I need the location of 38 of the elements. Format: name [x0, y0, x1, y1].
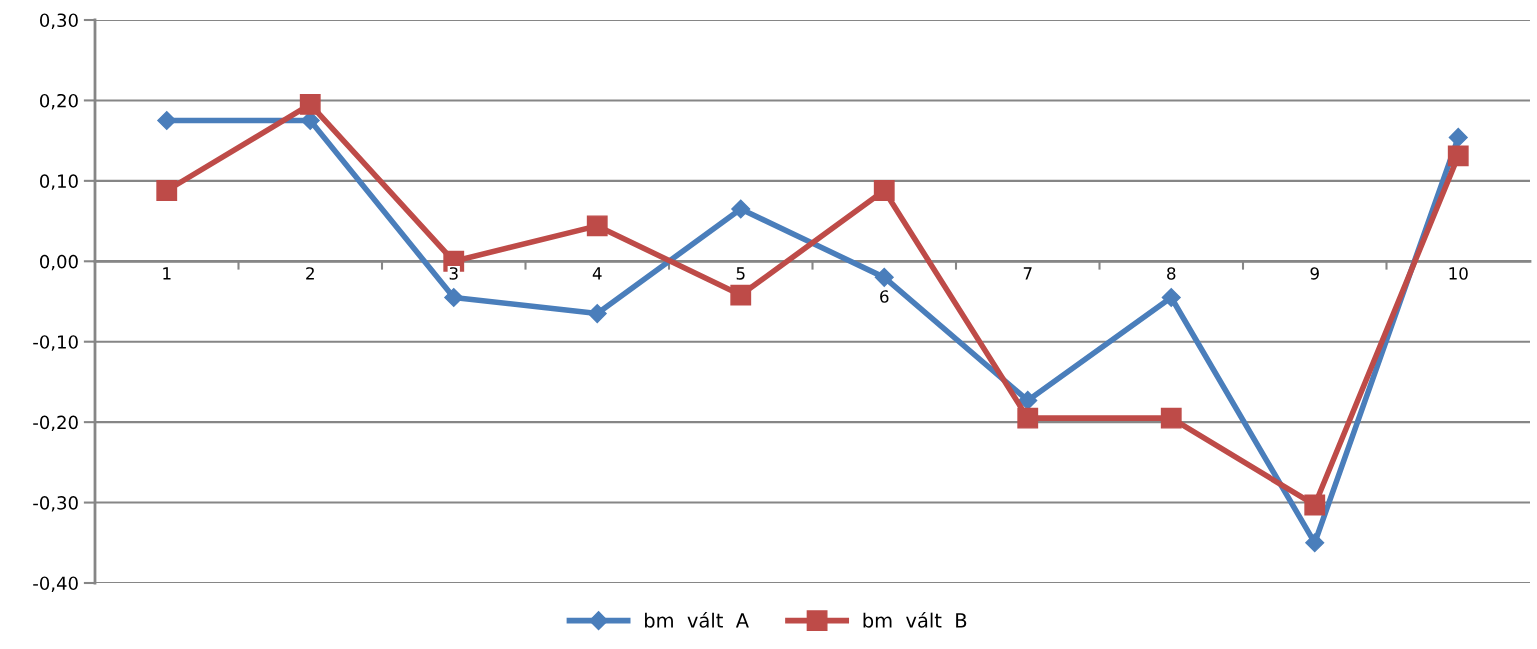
point — [586, 215, 608, 237]
x-tick-label: 9 — [1310, 267, 1319, 280]
point — [730, 284, 752, 306]
x-tick-label: 4 — [592, 267, 602, 280]
y-tick-label: 0,30 — [40, 13, 78, 29]
y-tick-label: -0,10 — [33, 335, 78, 351]
x-tick-label: 1 — [163, 267, 171, 280]
point — [1161, 287, 1181, 308]
x-tick-label: 2 — [306, 267, 314, 280]
x-tick-label: 6 — [880, 290, 889, 303]
y-tick-label: 0,00 — [40, 254, 78, 271]
point — [444, 287, 464, 308]
point — [1017, 407, 1039, 429]
legend-label: bm vált B — [863, 611, 967, 628]
x-tick-label: 5 — [736, 267, 745, 280]
point — [1448, 127, 1468, 147]
point — [1447, 145, 1469, 167]
x-tick-label: 7 — [1023, 267, 1032, 280]
y-tick-label: -0,40 — [33, 576, 78, 592]
point — [731, 199, 751, 219]
point — [1305, 533, 1325, 553]
x-tick-label: 8 — [1167, 267, 1176, 280]
point — [587, 304, 607, 324]
point — [157, 111, 177, 131]
point — [1304, 494, 1326, 516]
y-tick-label: 0,20 — [40, 93, 78, 110]
point — [1018, 390, 1038, 410]
point — [156, 180, 178, 201]
x-tick-label: 3 — [449, 267, 458, 280]
y-tick-label: -0,30 — [33, 496, 78, 512]
legend-label: bm vált A — [645, 611, 749, 628]
point — [873, 180, 895, 201]
y-tick-label: -0,20 — [33, 415, 78, 432]
y-tick-label: 0,10 — [40, 174, 78, 190]
point — [299, 94, 321, 115]
point — [1160, 407, 1182, 429]
x-tick-label: 10 — [1449, 267, 1468, 280]
point — [874, 267, 894, 287]
